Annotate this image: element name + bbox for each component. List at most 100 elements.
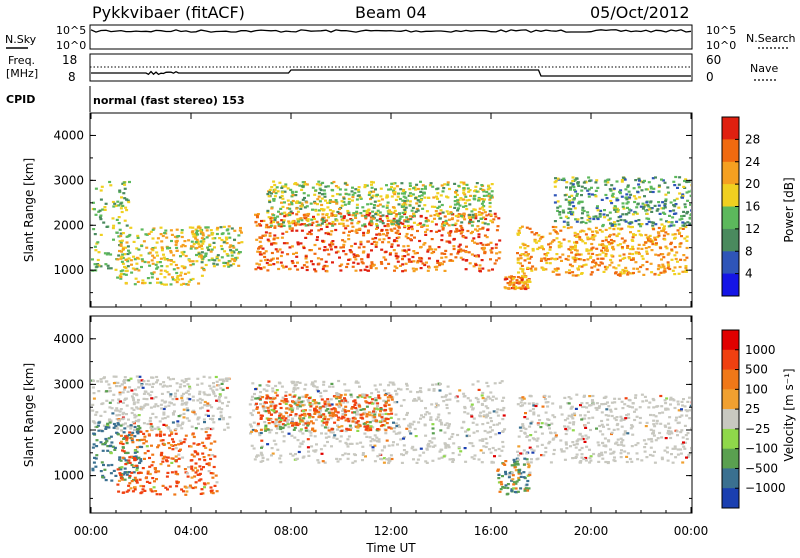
scatter-cell-3	[302, 441, 305, 443]
scatter-cell-6	[652, 228, 655, 230]
scatter-cell-2	[176, 473, 179, 475]
scatter-cell-0	[222, 418, 225, 420]
scatter-cell-3	[283, 242, 286, 244]
scatter-cell-6	[655, 242, 658, 244]
scatter-cell-0	[117, 254, 120, 256]
scatter-cell-2	[233, 259, 236, 261]
scatter-cell-6	[668, 252, 671, 254]
scatter-cell-3	[265, 231, 268, 233]
scatter-cell-4	[346, 210, 349, 212]
scatter-cell-4	[299, 416, 302, 418]
scatter-cell-4	[332, 412, 335, 414]
scatter-cell-4	[318, 192, 321, 194]
scatter-cell-3	[283, 215, 286, 217]
scatter-cell-2	[201, 248, 204, 250]
scatter-cell-3	[274, 443, 277, 445]
freq-trace	[91, 70, 691, 76]
scatter-cell-2	[156, 446, 159, 448]
scatter-cell-2	[213, 259, 216, 261]
scatter-cell-4	[399, 218, 402, 220]
scatter-cell-2	[128, 456, 131, 458]
scatter-cell-0	[185, 401, 188, 403]
scatter-cell-6	[600, 250, 603, 252]
scatter-cell-7	[606, 214, 609, 216]
scatter-cell-4	[429, 215, 432, 217]
scatter-cell-0	[118, 419, 121, 421]
scatter-cell-0	[127, 201, 130, 203]
scatter-cell-6	[520, 405, 523, 407]
scatter-cell-2	[213, 265, 216, 267]
scatter-cell-3	[253, 447, 256, 449]
scatter-cell-6	[591, 253, 594, 255]
scatter-cell-3	[266, 458, 269, 460]
scatter-cell-4	[311, 209, 314, 211]
scatter-cell-0	[226, 405, 229, 407]
scatter-cell-3	[375, 388, 378, 390]
scatter-cell-0	[113, 427, 116, 429]
scatter-cell-4	[414, 197, 417, 199]
scatter-cell-3	[426, 251, 429, 253]
scatter-cell-7	[594, 181, 597, 183]
scatter-cell-3	[396, 230, 399, 232]
scatter-cell-0	[127, 419, 130, 421]
scatter-cell-3	[438, 458, 441, 460]
scatter-cell-0	[219, 387, 222, 389]
scatter-cell-3	[392, 382, 395, 384]
scatter-cell-0	[211, 428, 214, 430]
scatter-cell-0	[160, 407, 163, 409]
scatter-cell-4	[261, 415, 264, 417]
scatter-cell-4	[294, 427, 297, 429]
scatter-cell-3	[501, 418, 504, 420]
scatter-cell-6	[531, 265, 534, 267]
scatter-cell-6	[657, 231, 660, 233]
scatter-cell-6	[574, 259, 577, 261]
scatter-cell-3	[433, 388, 436, 390]
scatter-cell-2	[183, 441, 186, 443]
scatter-cell-4	[302, 404, 305, 406]
scatter-cell-4	[368, 194, 371, 196]
scatter-cell-3	[436, 260, 439, 262]
scatter-cell-4	[393, 187, 396, 189]
scatter-cell-6	[567, 255, 570, 257]
scatter-cell-7	[568, 196, 571, 198]
scatter-cell-2	[200, 255, 203, 257]
scatter-cell-6	[554, 258, 557, 260]
scatter-cell-0	[119, 393, 122, 395]
scatter-cell-4	[321, 398, 324, 400]
scatter-cell-4	[483, 195, 486, 197]
scatter-cell-0	[105, 390, 108, 392]
scatter-cell-7	[610, 202, 613, 204]
scatter-cell-4	[273, 405, 276, 407]
scatter-cell-6	[650, 271, 653, 273]
scatter-cell-5	[500, 481, 503, 483]
scatter-cell-1	[169, 250, 172, 252]
scatter-cell-3	[444, 442, 447, 444]
scatter-cell-6	[570, 251, 573, 253]
scatter-cell-3	[260, 220, 263, 222]
scatter-cell-6	[651, 249, 654, 251]
scatter-cell-6	[661, 264, 664, 266]
scatter-cell-7	[672, 224, 675, 226]
scatter-cell-4	[294, 194, 297, 196]
scatter-cell-7	[581, 207, 584, 209]
scatter-cell-4	[300, 428, 303, 430]
scatter-cell-4	[348, 198, 351, 200]
scatter-cell-0	[122, 402, 125, 404]
scatter-cell-0	[100, 403, 103, 405]
scatter-cell-7	[626, 207, 629, 209]
scatter-cell-7	[625, 198, 628, 200]
scatter-cell-3	[448, 412, 451, 414]
scatter-cell-3	[412, 268, 415, 270]
scatter-cell-0	[211, 389, 214, 391]
scatter-cell-3	[306, 269, 309, 271]
scatter-cell-4	[339, 193, 342, 195]
scatter-cell-2	[228, 237, 231, 239]
scatter-cell-3	[373, 439, 376, 441]
scatter-cell-6	[682, 254, 685, 256]
scatter-cell-1	[140, 245, 143, 247]
scatter-cell-4	[373, 416, 376, 418]
scatter-cell-0	[203, 376, 206, 378]
scatter-cell-4	[384, 429, 387, 431]
scatter-cell-3	[371, 243, 374, 245]
